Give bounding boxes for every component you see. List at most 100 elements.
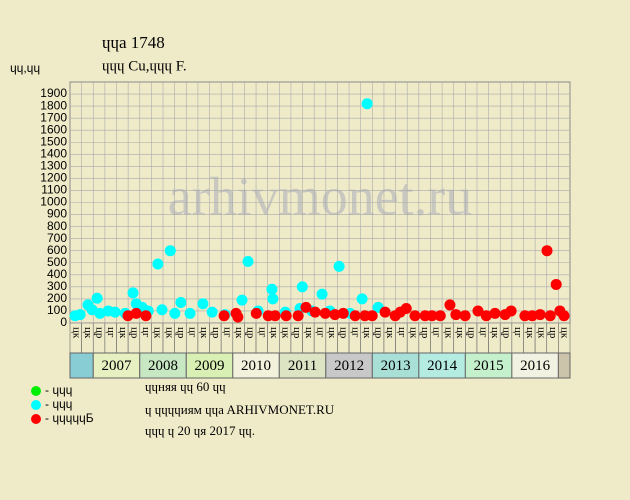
point	[164, 245, 176, 257]
column-label: цк	[535, 327, 547, 339]
year-label: 2009	[195, 358, 225, 374]
column-label: цк	[117, 327, 129, 339]
year-cell	[464, 352, 513, 379]
column-label: цр	[128, 327, 140, 339]
column-label: цк	[454, 327, 466, 339]
year-cell	[371, 352, 420, 379]
point	[434, 310, 446, 322]
column-label: цк	[303, 327, 315, 339]
point	[319, 307, 331, 319]
point	[366, 310, 378, 322]
note: ɥɥняя ɥɥ 60 ɥɥ	[145, 379, 226, 394]
y-tick-label: 1000	[40, 195, 67, 209]
point	[379, 306, 391, 318]
year-cell	[557, 352, 571, 379]
point	[459, 310, 471, 322]
column-label: цк	[384, 327, 396, 339]
point	[156, 304, 168, 316]
y-tick-label: 100	[47, 303, 67, 317]
column-label: цк	[70, 327, 82, 339]
y-tick-label: 1400	[40, 146, 67, 160]
point	[127, 287, 139, 299]
point	[140, 310, 152, 322]
point	[292, 310, 304, 322]
point	[329, 309, 341, 321]
column-label: цг	[396, 327, 408, 338]
column-label: цк	[280, 327, 292, 339]
watermark: arhivmonet.ru	[168, 166, 472, 226]
column-label: цк	[524, 327, 536, 339]
point	[316, 288, 328, 300]
y-tick-label: 600	[47, 243, 67, 257]
legend-marker	[31, 386, 41, 396]
year-cell	[92, 352, 141, 379]
y-tick-label: 300	[47, 279, 67, 293]
point	[280, 310, 292, 322]
year-cell	[511, 352, 559, 379]
legend-marker	[31, 414, 41, 424]
column-label: цк	[489, 327, 501, 339]
column-label: цр	[373, 327, 385, 339]
point	[400, 303, 412, 315]
year-label: 2011	[288, 358, 317, 374]
column-label: цк	[442, 327, 454, 339]
point	[130, 307, 142, 319]
year-label: 2007	[102, 358, 133, 374]
year-cell	[185, 352, 234, 379]
y-tick-label: 1900	[40, 86, 67, 100]
point	[175, 297, 187, 309]
point	[480, 310, 492, 322]
column-label: цг	[512, 327, 524, 338]
point	[197, 298, 209, 310]
point	[541, 245, 553, 257]
column-label: цр	[466, 327, 478, 339]
y-tick-label: 0	[60, 315, 67, 329]
column-label: цг	[221, 327, 233, 338]
point	[206, 306, 218, 318]
column-label: цг	[431, 327, 443, 338]
point	[450, 309, 462, 321]
point	[489, 307, 501, 319]
y-tick-label: 1500	[40, 134, 67, 148]
point	[236, 294, 248, 306]
column-label: цк	[268, 327, 280, 339]
column-label: цг	[256, 327, 268, 338]
column-label: цр	[501, 327, 513, 339]
point	[361, 98, 373, 110]
point	[349, 310, 361, 322]
point	[337, 307, 349, 319]
column-label: цг	[477, 327, 489, 338]
point	[94, 307, 106, 319]
point	[550, 278, 562, 290]
column-label: цр	[291, 327, 303, 339]
point	[356, 293, 368, 305]
point	[269, 310, 281, 322]
column-label: цг	[140, 327, 152, 338]
column-label: цк	[559, 327, 571, 339]
column-label: цр	[547, 327, 559, 339]
column-label: цр	[175, 327, 187, 339]
point	[544, 310, 556, 322]
point	[74, 309, 86, 321]
point	[218, 310, 230, 322]
chart-title: ɥɥa 1748	[102, 33, 165, 52]
column-label: цк	[163, 327, 175, 339]
year-label: 2014	[427, 358, 458, 374]
y-tick-label: 900	[47, 207, 67, 221]
point	[232, 311, 244, 323]
column-label: цг	[314, 327, 326, 338]
year-label: 2015	[474, 358, 504, 374]
point	[300, 301, 312, 313]
year-label: 2010	[241, 358, 271, 374]
y-axis-label: ɥɥ,ɥɥ	[10, 61, 40, 75]
column-label: цр	[94, 327, 106, 339]
y-tick-label: 500	[47, 255, 67, 269]
legend-label: - ɥɥɥ	[45, 397, 72, 411]
y-tick-label: 700	[47, 231, 67, 245]
point	[309, 306, 321, 318]
point	[122, 310, 134, 322]
legend-label: - ɥɥɥ	[45, 383, 72, 397]
column-label: цг	[349, 327, 361, 338]
